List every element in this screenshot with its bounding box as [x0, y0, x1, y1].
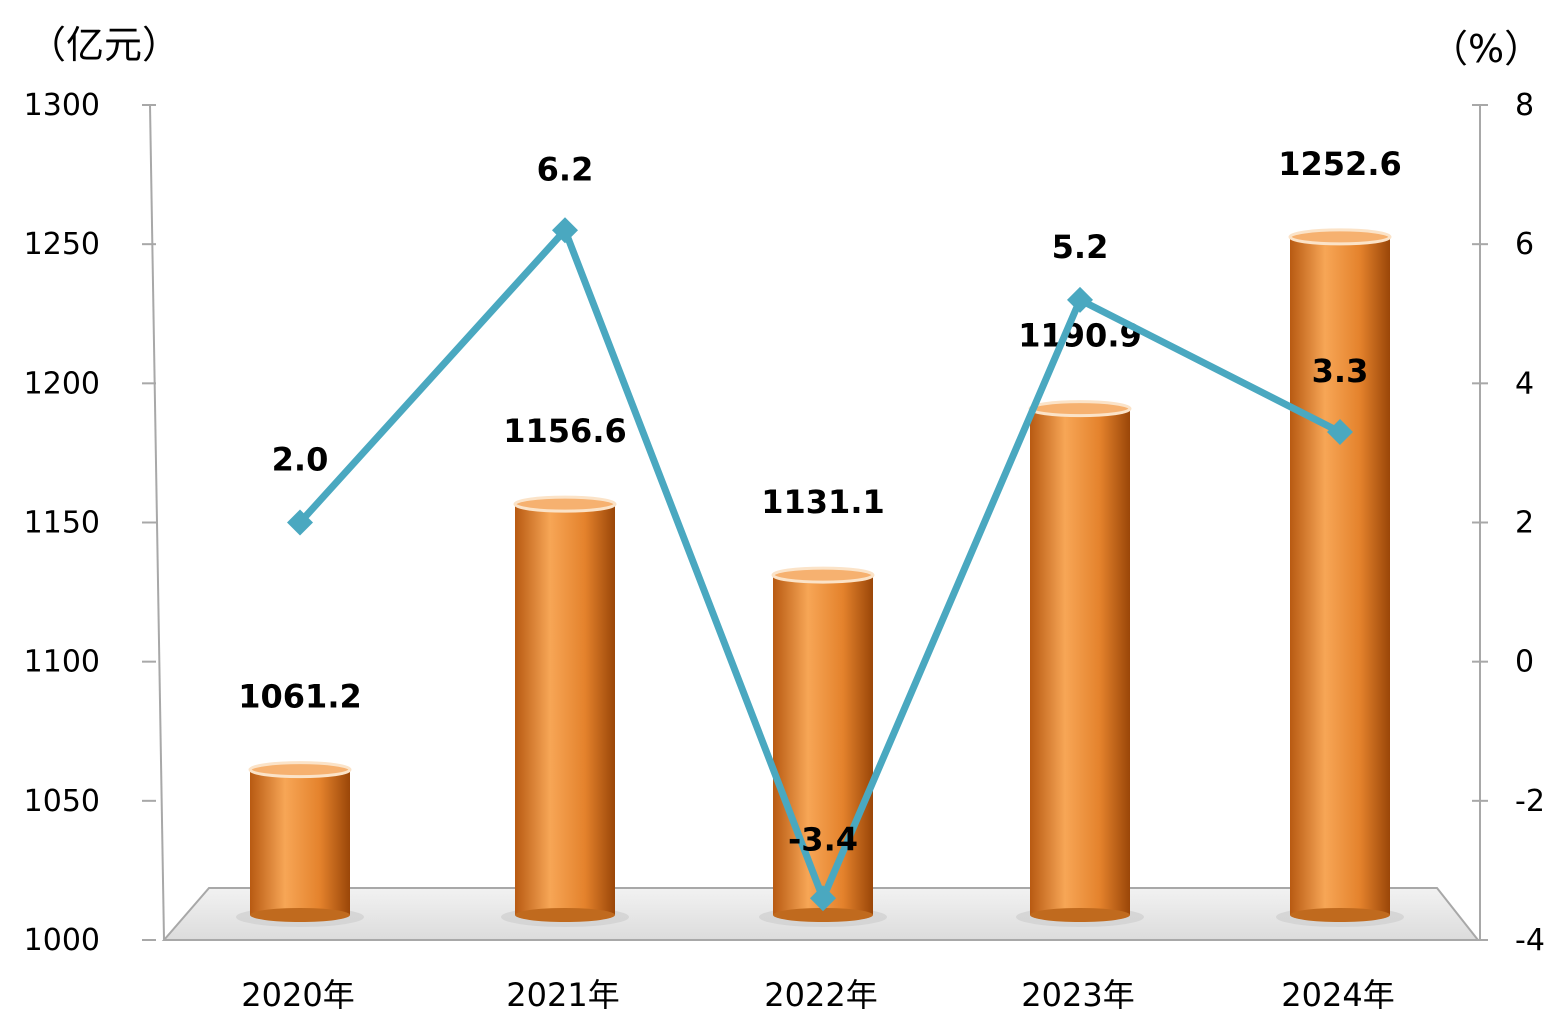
bar-cap	[513, 495, 617, 513]
bar-value-label: 1156.6	[503, 412, 626, 450]
bar	[1276, 228, 1404, 927]
bar-base	[1290, 908, 1390, 922]
right-tick-label: 0	[1515, 645, 1534, 680]
bar-body	[250, 769, 350, 915]
category-label: 2022年	[764, 976, 877, 1014]
line-value-label: 6.2	[537, 150, 594, 188]
bar	[1016, 400, 1144, 927]
line-point-marker	[1067, 286, 1093, 313]
right-tick-label: 2	[1515, 506, 1534, 541]
bar-value-label: 1252.6	[1278, 145, 1401, 183]
right-tick-label: 8	[1515, 88, 1534, 123]
right-tick-label: -4	[1515, 923, 1545, 958]
line-point-marker	[1327, 419, 1353, 446]
bar-body	[515, 504, 615, 915]
right-tick-label: 4	[1515, 366, 1534, 401]
bar-cap	[771, 566, 875, 584]
bar-body	[1030, 408, 1130, 915]
bar-value-label: 1131.1	[761, 483, 884, 521]
bar-base	[1030, 908, 1130, 922]
line-point-marker	[287, 509, 313, 536]
category-label: 2024年	[1281, 976, 1394, 1014]
growth-line-series	[287, 217, 1353, 912]
left-tick-label: 1000	[24, 923, 100, 958]
right-tick-label: 6	[1515, 227, 1534, 262]
line-data-labels: 2.0 6.2 -3.4 5.2 3.3	[272, 150, 1369, 858]
left-tick-label: 1250	[24, 227, 100, 262]
bar-cap	[248, 761, 352, 779]
line-point-marker	[552, 217, 578, 244]
category-label: 2020年	[241, 976, 354, 1014]
right-tick-label: -2	[1515, 784, 1545, 819]
line-value-label: 5.2	[1052, 228, 1109, 266]
bar-body	[773, 575, 873, 915]
bar	[236, 761, 364, 927]
bar-base	[250, 908, 350, 922]
bar	[759, 566, 887, 927]
right-axis-ticks: -4 -2 0 2 4 6 8	[1472, 88, 1545, 958]
bar-cap	[1288, 228, 1392, 246]
left-tick-label: 1200	[24, 366, 100, 401]
left-tick-label: 1300	[24, 88, 100, 123]
left-axis-ticks: 1000 1050 1100 1150 1200 1250 1300	[24, 88, 156, 958]
category-label: 2021年	[506, 976, 619, 1014]
line-value-label: 3.3	[1312, 352, 1369, 390]
left-axis-unit: （亿元）	[28, 23, 180, 67]
left-tick-label: 1100	[24, 645, 100, 680]
bar-base	[773, 908, 873, 922]
line-point-marker	[810, 885, 836, 912]
bar-cap	[1028, 400, 1132, 418]
category-axis-labels: 2020年 2021年 2022年 2023年 2024年	[241, 976, 1394, 1014]
line-value-label: 2.0	[272, 441, 329, 479]
bar	[501, 495, 629, 927]
bar-series	[236, 228, 1404, 927]
category-label: 2023年	[1021, 976, 1134, 1014]
left-tick-label: 1050	[24, 784, 100, 819]
left-tick-label: 1150	[24, 506, 100, 541]
bar-body	[1290, 236, 1390, 915]
bar-value-label: 1061.2	[238, 678, 361, 716]
line-value-label: -3.4	[788, 820, 858, 858]
bar-base	[515, 908, 615, 922]
right-axis-unit: （%）	[1430, 27, 1542, 71]
